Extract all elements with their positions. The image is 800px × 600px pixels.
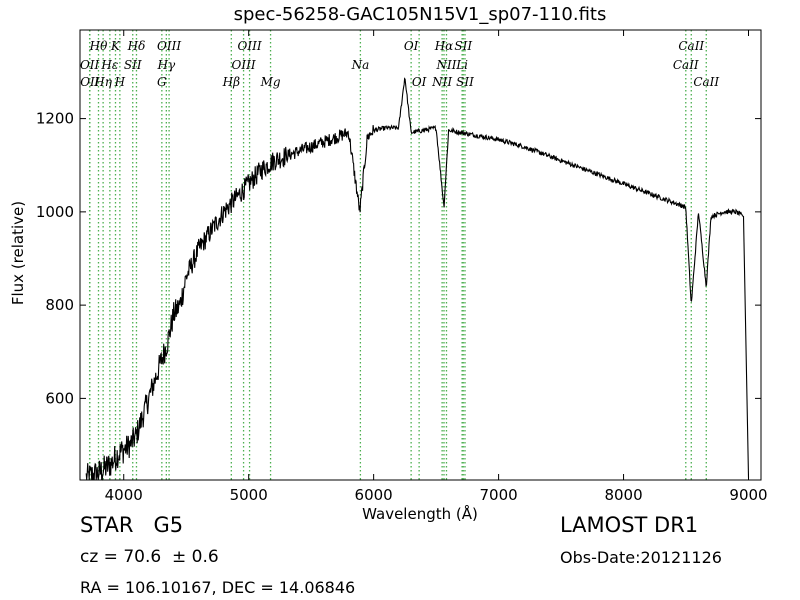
spectral-line-label: Na [351,58,370,72]
x-tick-label: 8000 [604,486,642,504]
y-tick-label: 800 [45,296,74,314]
spectral-line-label: Hα [434,39,454,53]
axis-ticks: 4000 5000 6000 7000 8000 9000 600 800 1000 1200 [36,30,768,504]
obs-date: Obs-Date:20121126 [560,548,722,567]
spectral-line-label: NII [431,75,452,89]
spectral-line-label: OI [412,75,427,89]
x-tick-label: 6000 [355,486,393,504]
x-tick-label: 5000 [230,486,268,504]
spectrum-line [85,77,750,481]
spectral-line-label: OII [80,75,100,89]
spectral-line-label: K [110,39,121,53]
spectral-line-label: CaII [673,58,699,72]
spectral-line-label: H [114,75,126,89]
spectral-line-label: SII [454,39,472,53]
spectral-line-label: CaII [678,39,704,53]
y-tick-label: 1000 [36,203,74,221]
star-class-label: STAR G5 [80,513,184,537]
spectral-line-label: G [157,75,167,89]
y-axis-label: Flux (relative) [9,200,27,306]
spectral-line-label: Mg [260,75,281,89]
x-tick-label: 7000 [480,486,518,504]
x-tick-label: 9000 [729,486,767,504]
spectral-line-label: OIII [238,39,262,53]
spectral-line-label: SII [124,58,142,72]
plot-frame [79,29,762,481]
spectral-line-label: Hβ [222,75,240,89]
survey-label: LAMOST DR1 [560,513,699,537]
spectral-line-label: Hδ [127,39,146,53]
spectral-line-label: Li [455,58,468,72]
ra-dec-coordinates: RA = 106.10167, DEC = 14.06846 [80,578,356,597]
spectral-line-label: Hε [100,58,118,72]
spectral-line-label: OI [404,39,419,53]
cz-value: cz = 70.6 ± 0.6 [80,547,219,567]
spectral-line-label: OIII [157,39,181,53]
y-tick-label: 600 [45,389,74,407]
spectral-line-label: Hθ [89,39,108,53]
x-tick-label: 4000 [105,486,143,504]
chart-title: spec-56258-GAC105N15V1_sp07-110.fits [233,4,607,25]
x-axis-label: Wavelength (Å) [362,505,478,523]
spectral-line-markers [88,30,707,480]
spectral-line-label: Hγ [157,58,176,72]
spectral-line-label: OII [80,58,100,72]
spectral-line-label: CaII [693,75,719,89]
spectral-line-label: NII [435,58,456,72]
spectral-line-label: SII [456,75,474,89]
spectral-line-label: OIII [232,58,256,72]
y-tick-label: 1200 [36,110,74,128]
spectral-line-label: Hη [93,75,112,89]
